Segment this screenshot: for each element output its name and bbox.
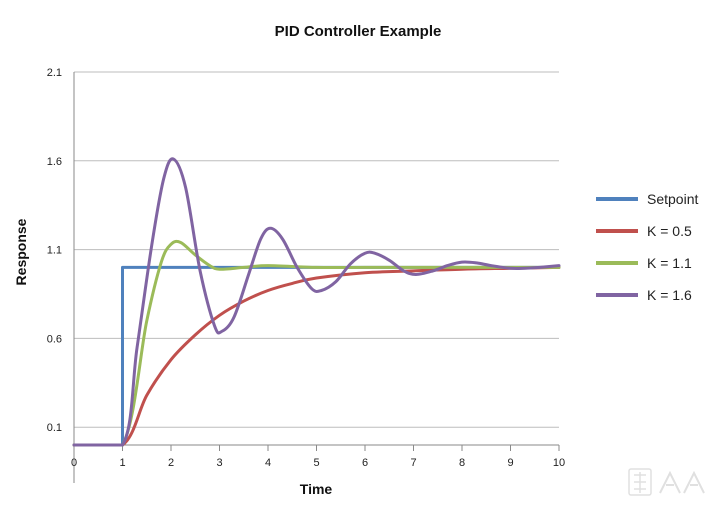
legend: Setpoint K = 0.5 K = 1.1 K = 1.6 [596,191,698,303]
series-line-1 [72,265,561,447]
legend-label: Setpoint [647,191,698,207]
y-tick-label: 0.1 [47,422,62,434]
y-axis-title: Response [13,218,29,285]
legend-label: K = 0.5 [647,223,692,239]
x-tick-label: 6 [362,457,368,469]
x-tick-label: 2 [168,457,174,469]
y-tick-label: 2.1 [47,67,62,79]
x-tick-label: 5 [313,457,319,469]
axes: 0.1 0.6 1.1 1.6 2.1 0 1 2 3 4 5 6 7 8 9 10 [47,67,565,483]
x-tick-label: 1 [119,457,125,469]
legend-label: K = 1.6 [647,287,692,303]
legend-label: K = 1.1 [647,255,692,271]
x-tick-label: 8 [459,457,465,469]
series-line-3 [72,157,561,447]
y-tick-label: 0.6 [47,333,62,345]
x-tick-label: 3 [216,457,222,469]
series-line-2 [72,239,561,447]
x-tick-label: 0 [71,457,77,469]
watermark-logo [628,468,705,496]
x-axis-title: Time [300,481,333,497]
y-tick-label: 1.6 [47,156,62,168]
x-tick-label: 4 [265,457,271,469]
series-lines [72,157,561,447]
y-tick-label: 1.1 [47,245,62,257]
chart-title: PID Controller Example [275,23,442,40]
x-tick-label: 10 [553,457,565,469]
x-tick-label: 9 [507,457,513,469]
grid [74,71,559,428]
x-tick-label: 7 [410,457,416,469]
series-line-0 [72,265,561,447]
